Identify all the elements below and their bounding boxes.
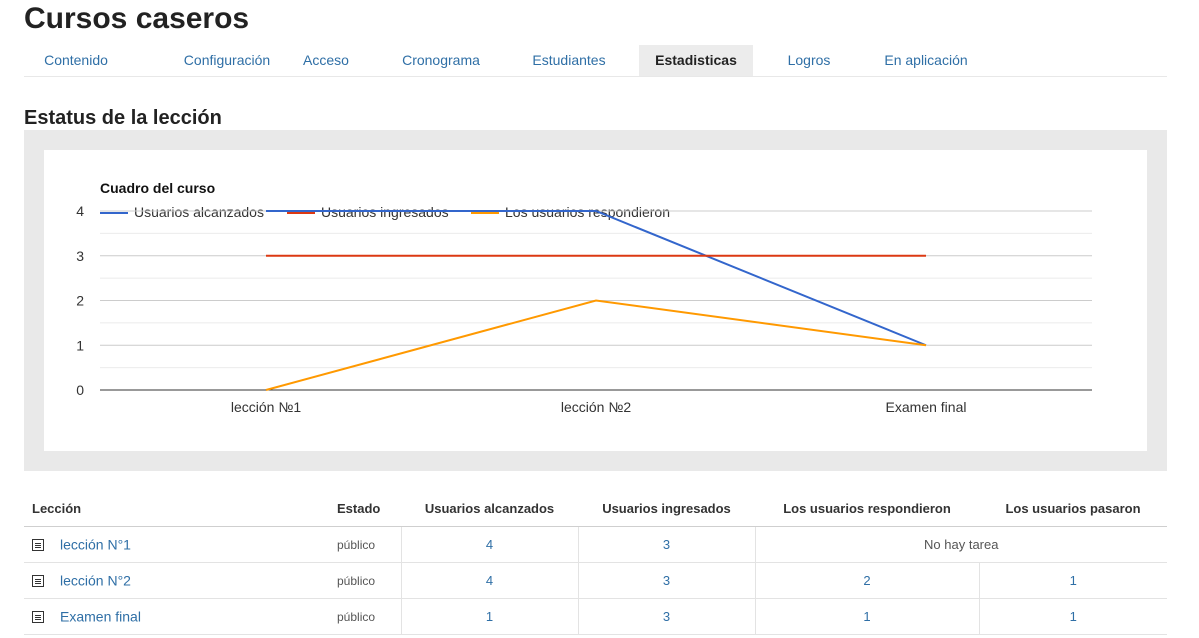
passed-cell: 1: [978, 562, 1167, 599]
col-header-state: Estado: [329, 490, 401, 527]
x-category-label: lección №2: [561, 399, 631, 415]
reached-link[interactable]: 4: [485, 537, 494, 552]
entered-cell: 3: [577, 598, 755, 635]
section-title: Estatus de la lección: [24, 107, 222, 129]
list-icon: [32, 574, 44, 587]
col-header-lesson: Lección: [24, 490, 329, 527]
entered-cell: 3: [577, 526, 755, 563]
state-cell: público: [329, 526, 401, 563]
tab-configuracion[interactable]: Configuración: [183, 52, 271, 68]
legend-item-reached: Usuarios alcanzados: [100, 203, 264, 221]
lesson-link[interactable]: Examen final: [60, 608, 141, 625]
lesson-link[interactable]: lección N°2: [60, 572, 131, 589]
entered-cell: 3: [577, 562, 755, 599]
col-header-answered: Los usuarios respondieron: [755, 490, 979, 527]
y-tick-label: 0: [76, 382, 84, 398]
tab-cronograma[interactable]: Cronograma: [402, 52, 480, 68]
y-tick-label: 4: [76, 203, 84, 219]
app-title: Cursos caseros: [24, 2, 250, 35]
state-cell: público: [329, 562, 401, 599]
series-line-0: [266, 210, 927, 347]
col-header-passed: Los usuarios pasaron: [979, 490, 1167, 527]
reached-link[interactable]: 1: [485, 609, 494, 624]
table-row: lección N°1 público 4 3 No hay tarea: [24, 526, 1167, 563]
entered-link[interactable]: 3: [662, 573, 671, 588]
answered-cell: 2: [754, 562, 979, 599]
legend-swatch-reached: [100, 212, 128, 215]
reached-cell: 4: [400, 562, 578, 599]
answered-cell: 1: [754, 598, 979, 635]
col-header-reached: Usuarios alcanzados: [401, 490, 578, 527]
x-category-label: lección №1: [231, 399, 301, 415]
passed-cell: 1: [978, 598, 1167, 635]
lesson-cell: lección N°2: [24, 562, 329, 599]
entered-link[interactable]: 3: [662, 609, 671, 624]
reached-cell: 4: [400, 526, 578, 563]
reached-link[interactable]: 4: [485, 573, 494, 588]
passed-link[interactable]: 1: [1069, 609, 1077, 624]
reached-cell: 1: [400, 598, 578, 635]
answered-link[interactable]: 1: [863, 609, 871, 624]
tab-contenido[interactable]: Contenido: [44, 52, 108, 68]
table-row: lección N°2 público 4 3 2 1: [24, 562, 1167, 599]
line-chart: 0 1 2 3 4 lección №1 lección №2 Examen final: [76, 203, 1092, 415]
y-tick-label: 2: [76, 293, 84, 309]
answered-link[interactable]: 2: [863, 573, 871, 588]
table-row: Examen final público 1 3 1 1: [24, 598, 1167, 635]
chart-card: Cuadro del curso Usuarios alcanzados Usu…: [44, 150, 1147, 451]
list-icon: [32, 538, 44, 551]
tab-acceso[interactable]: Acceso: [303, 52, 349, 68]
entered-link[interactable]: 3: [662, 537, 671, 552]
legend-swatch-entered: [287, 212, 315, 215]
no-task-cell: No hay tarea: [754, 526, 1167, 563]
tab-estudiantes[interactable]: Estudiantes: [532, 52, 606, 68]
table-header-row: Lección Estado Usuarios alcanzados Usuar…: [24, 490, 1167, 527]
series-line-2: [265, 299, 927, 391]
chart-title: Cuadro del curso: [100, 180, 216, 196]
tab-bar: Contenido Configuración Acceso Cronogram…: [24, 45, 1167, 77]
tab-estadisticas[interactable]: Estadisticas: [639, 45, 753, 76]
y-tick-label: 3: [76, 248, 84, 264]
lesson-cell: Examen final: [24, 598, 329, 635]
tab-en-aplicacion[interactable]: En aplicación: [884, 52, 968, 68]
lesson-cell: lección N°1: [24, 526, 329, 563]
lessons-table: Lección Estado Usuarios alcanzados Usuar…: [24, 490, 1167, 635]
legend-swatch-answered: [471, 212, 499, 215]
list-icon: [32, 610, 44, 623]
x-category-label: Examen final: [886, 399, 967, 415]
lesson-link[interactable]: lección N°1: [60, 536, 131, 553]
tab-logros[interactable]: Logros: [787, 52, 831, 68]
passed-link[interactable]: 1: [1069, 573, 1077, 588]
y-tick-label: 1: [76, 337, 84, 353]
state-cell: público: [329, 598, 401, 635]
chart-container: Cuadro del curso Usuarios alcanzados Usu…: [24, 130, 1167, 471]
legend-label-reached: Usuarios alcanzados: [134, 204, 264, 220]
col-header-entered: Usuarios ingresados: [578, 490, 755, 527]
